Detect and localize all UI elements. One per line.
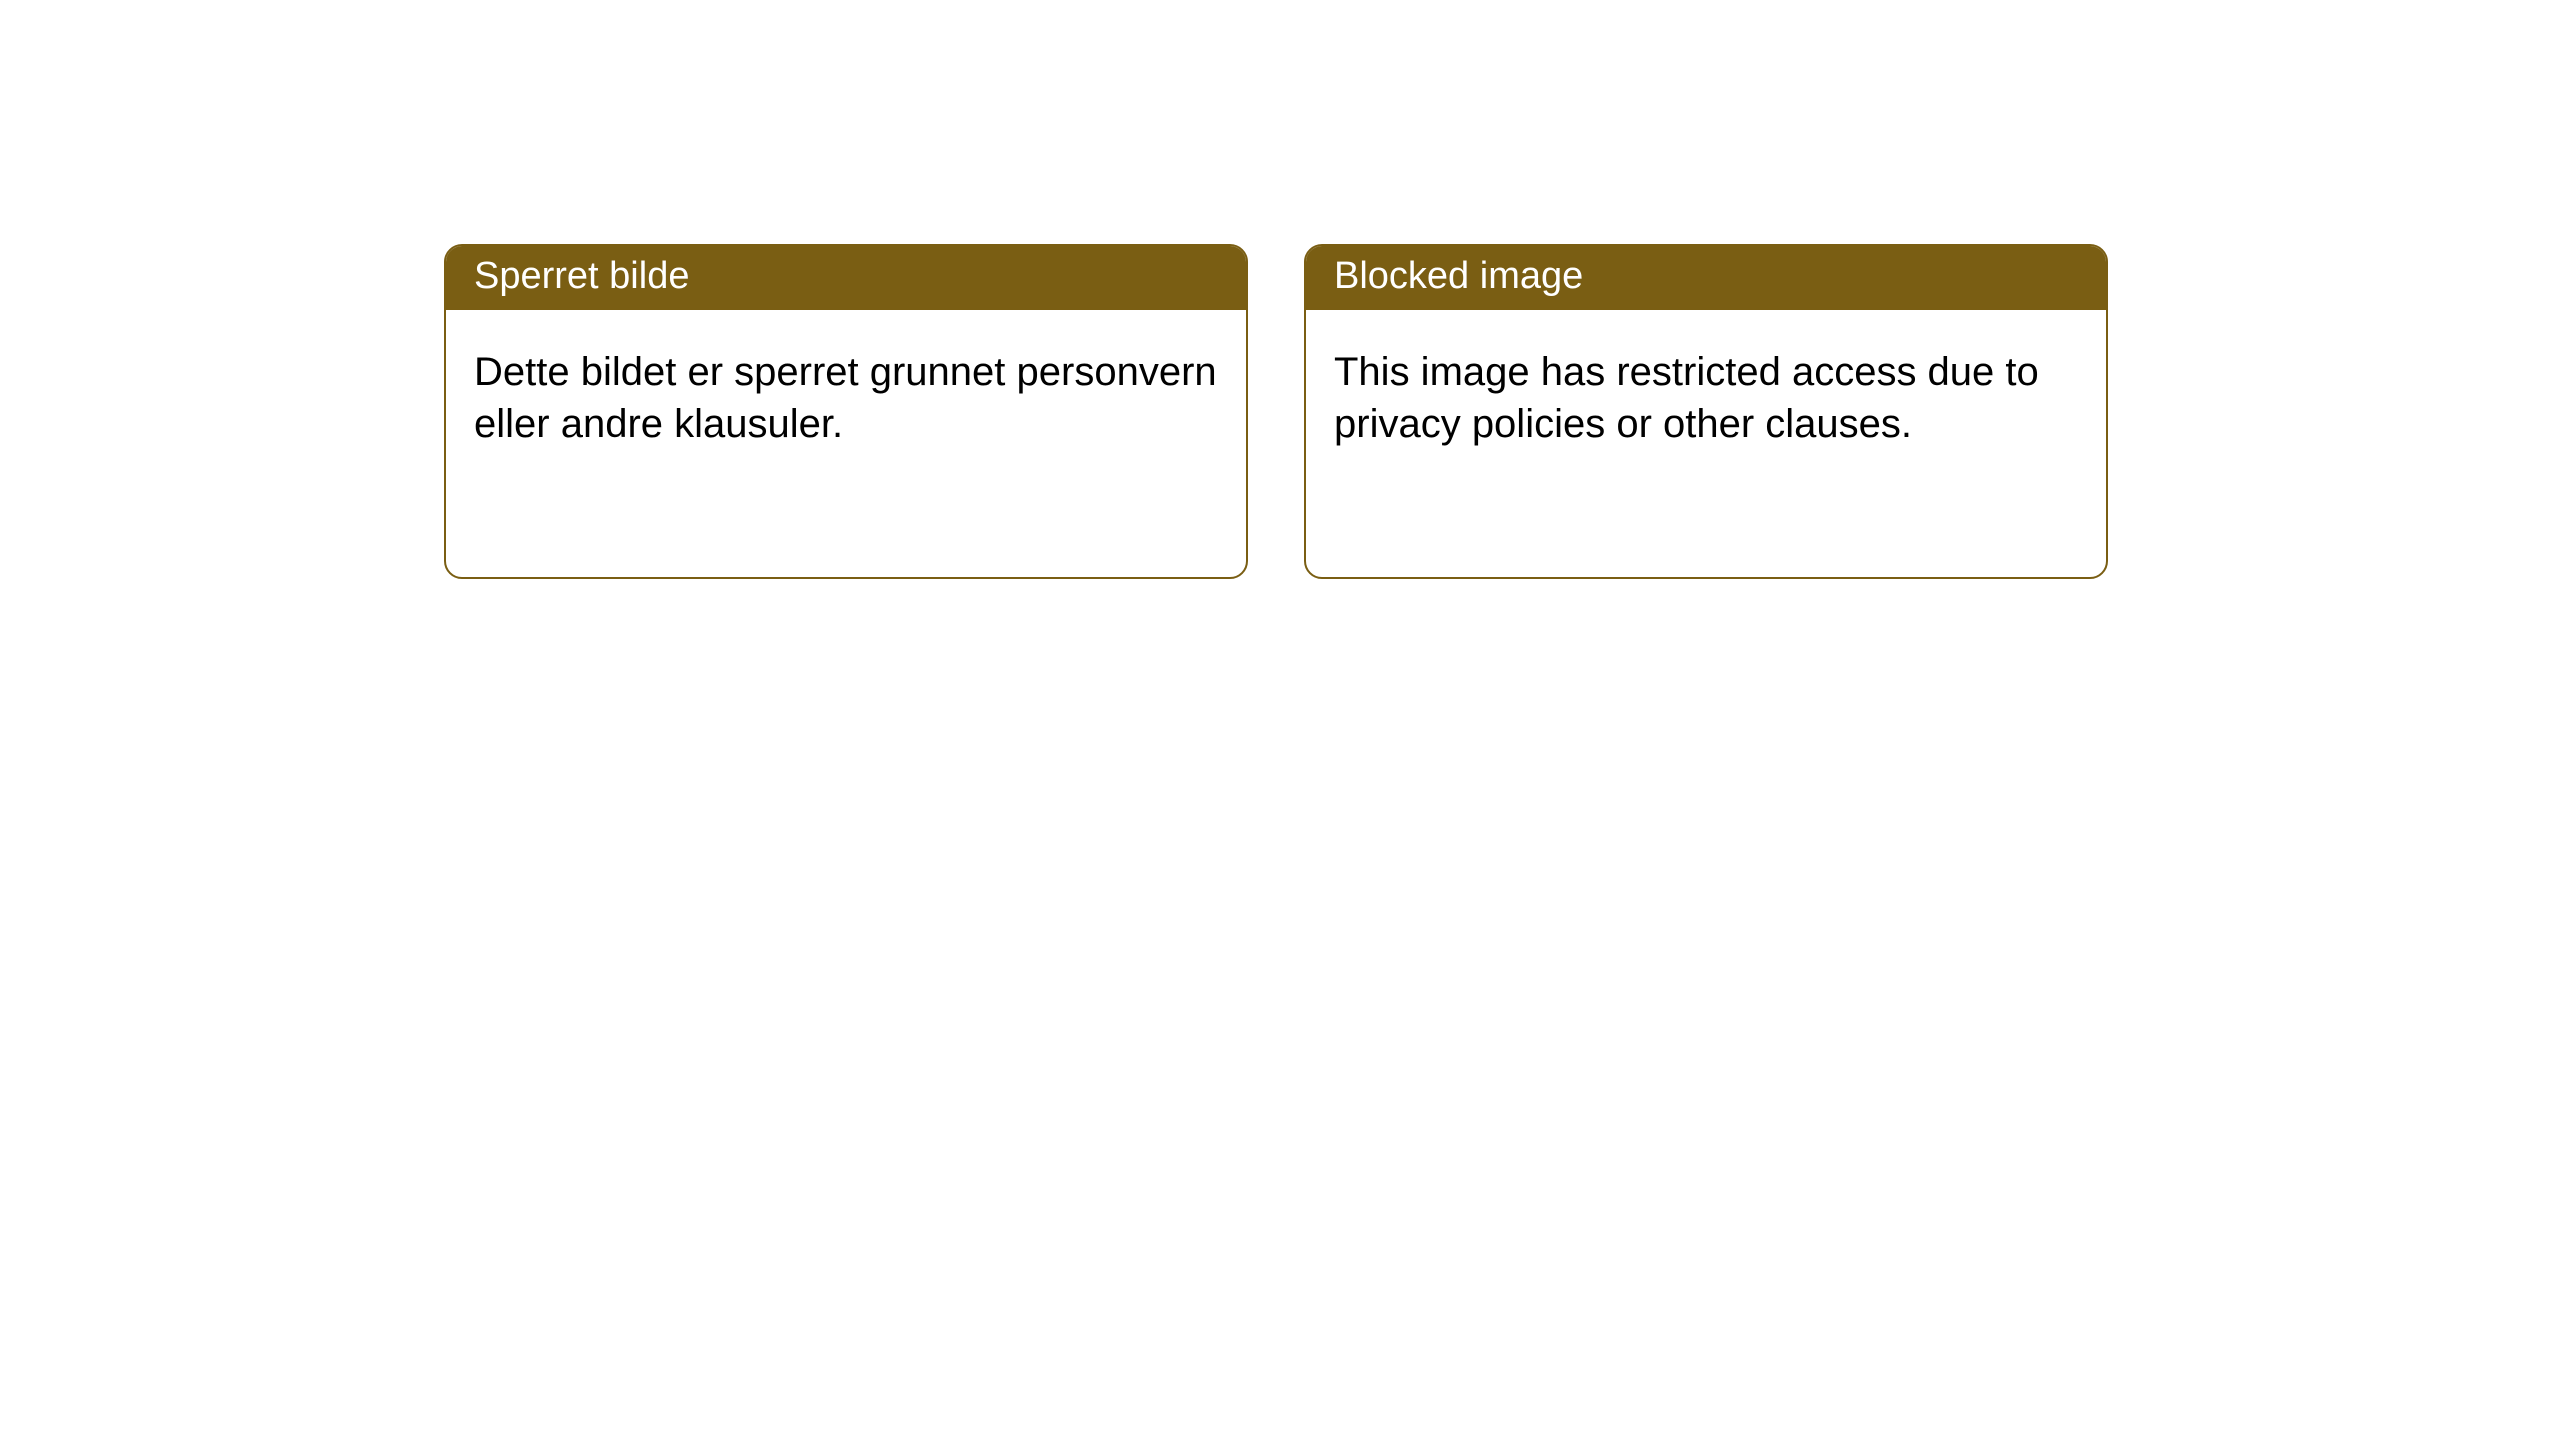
notice-body: Dette bildet er sperret grunnet personve… [446, 310, 1246, 480]
notice-body: This image has restricted access due to … [1306, 310, 2106, 480]
notice-header: Sperret bilde [446, 246, 1246, 310]
notice-header: Blocked image [1306, 246, 2106, 310]
notice-card-english: Blocked image This image has restricted … [1304, 244, 2108, 579]
notice-container: Sperret bilde Dette bildet er sperret gr… [0, 0, 2560, 579]
notice-card-norwegian: Sperret bilde Dette bildet er sperret gr… [444, 244, 1248, 579]
